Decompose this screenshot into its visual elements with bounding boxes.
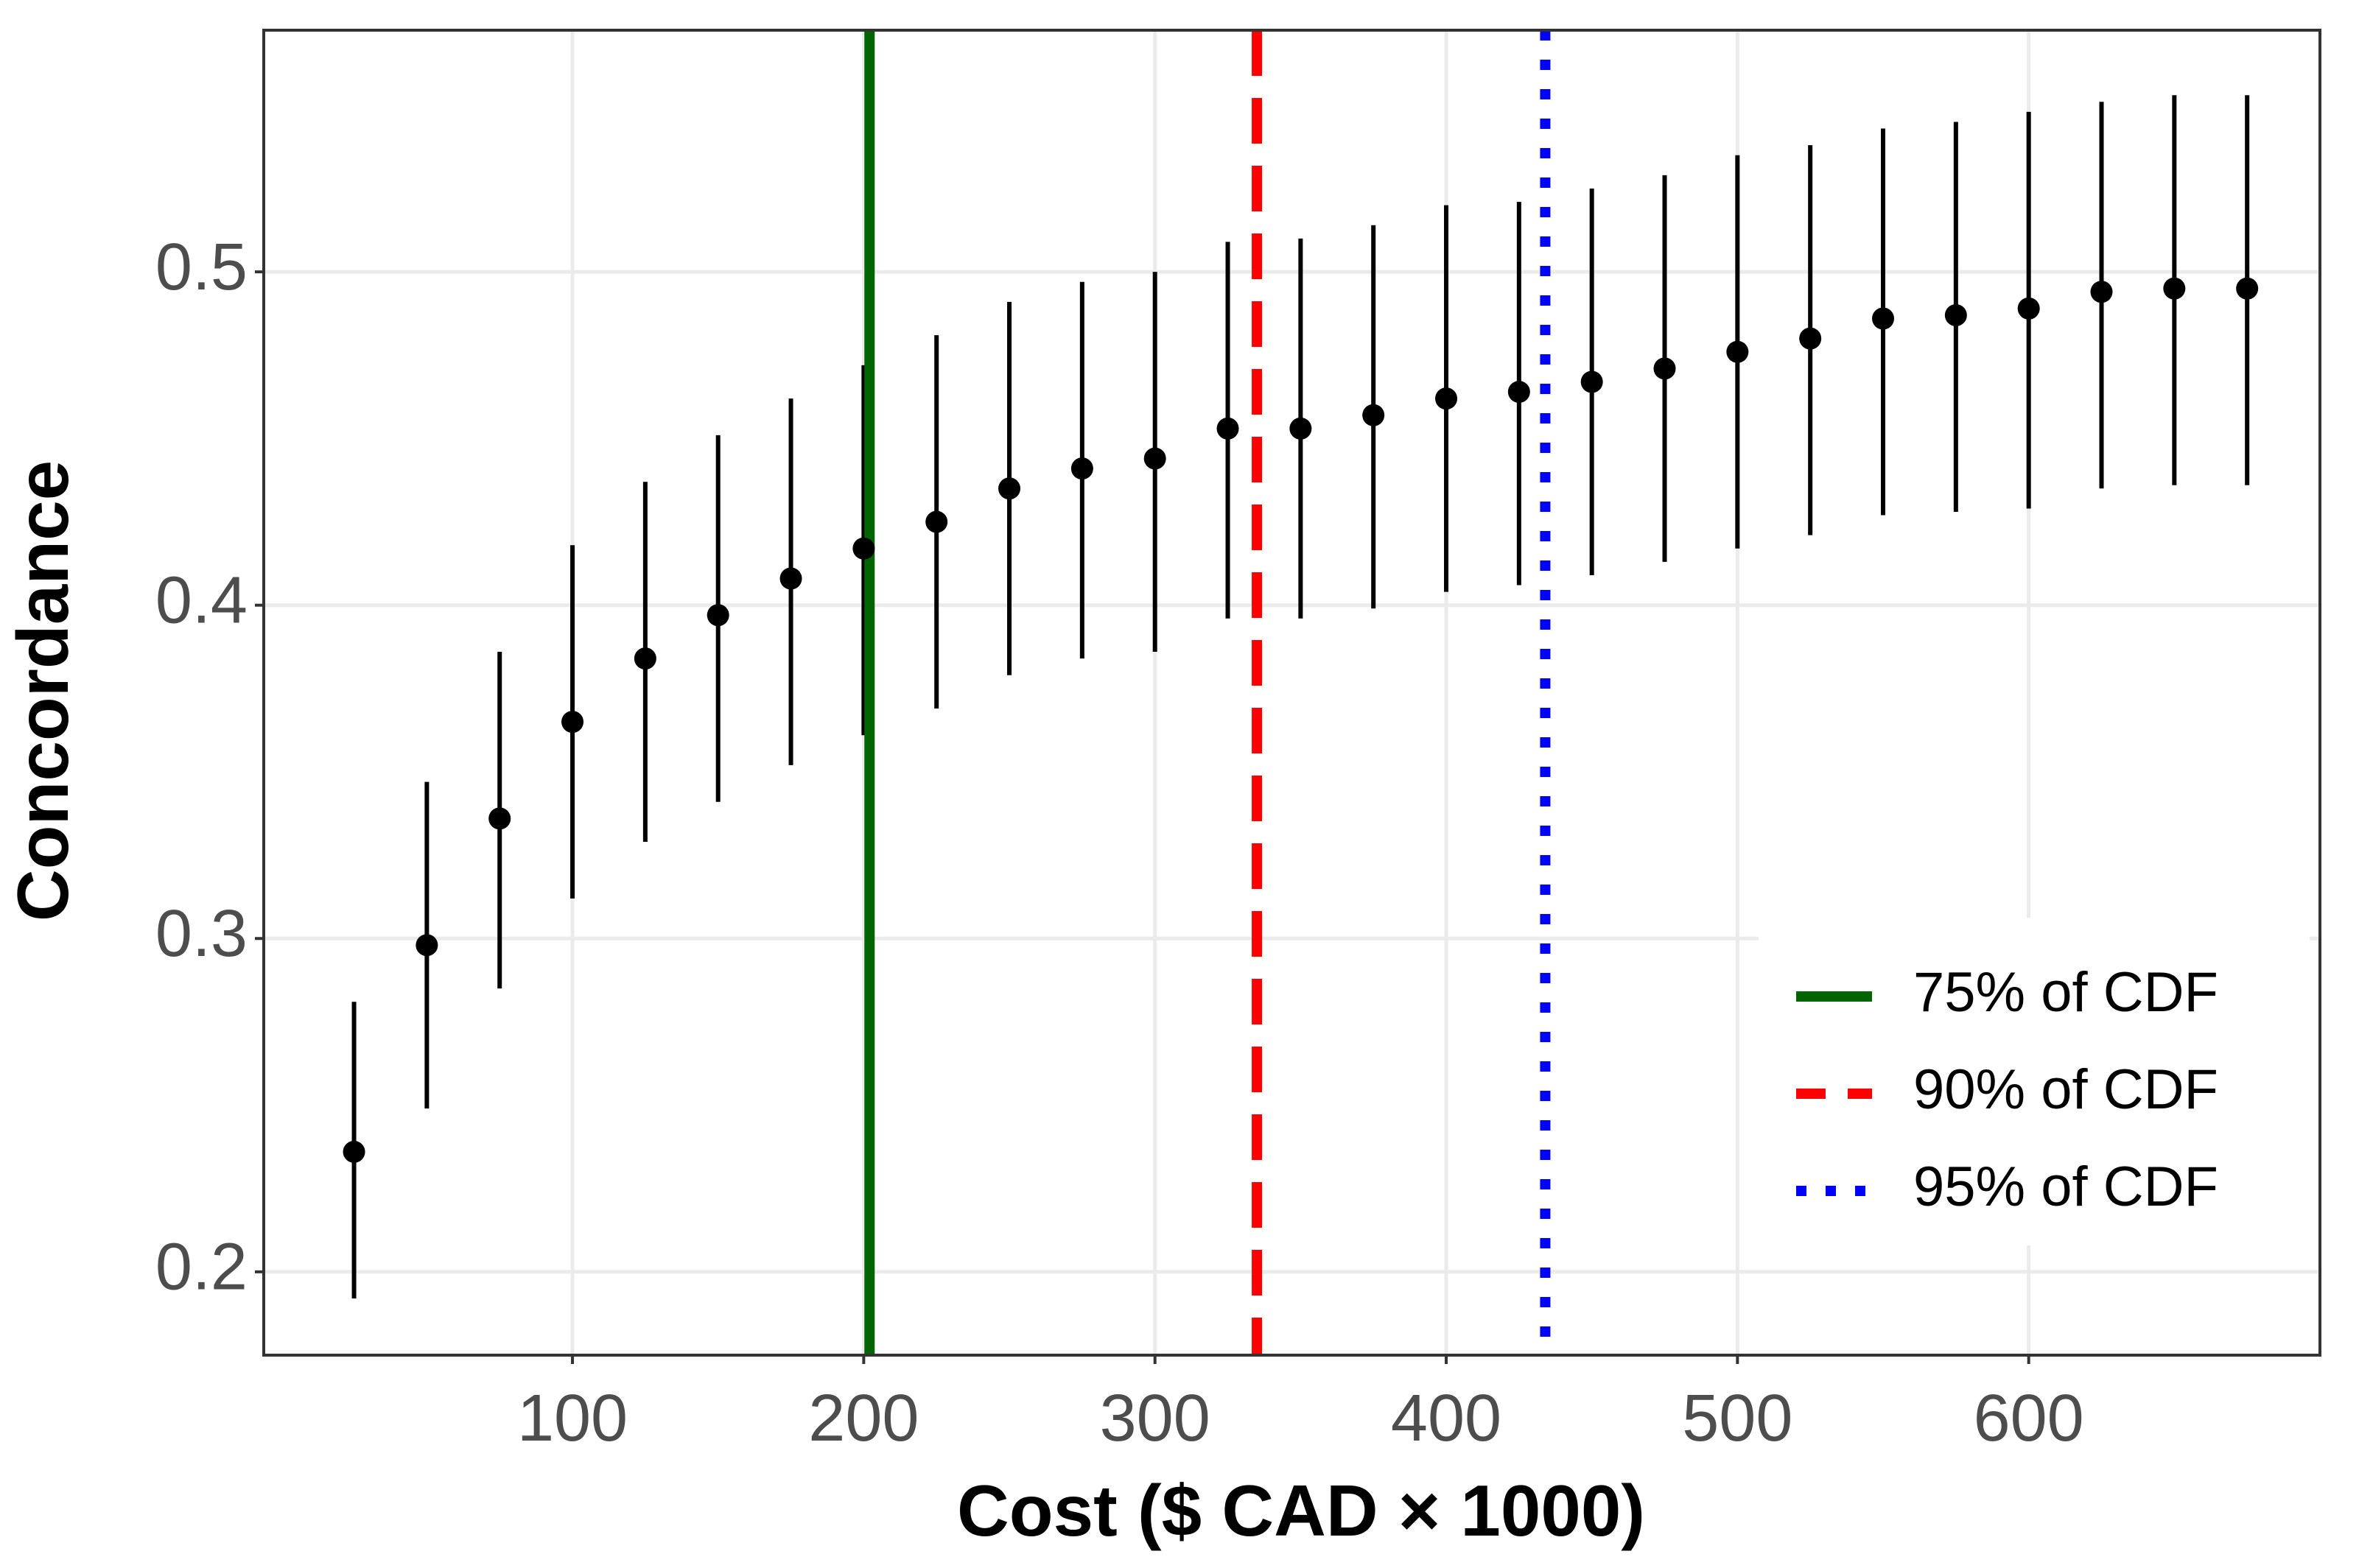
point bbox=[1507, 381, 1530, 404]
legend-label: 75% of CDF bbox=[1913, 961, 2218, 1024]
plot-border bbox=[262, 29, 2321, 1357]
x-tick-label: 200 bbox=[808, 1382, 919, 1455]
point bbox=[707, 604, 729, 627]
x-tick-label: 600 bbox=[1974, 1382, 2084, 1455]
x-tick-label: 500 bbox=[1682, 1382, 1792, 1455]
point bbox=[2090, 281, 2113, 303]
point bbox=[2236, 277, 2259, 300]
x-tick-label: 300 bbox=[1100, 1382, 1210, 1455]
point bbox=[2163, 277, 2186, 300]
point bbox=[1653, 357, 1676, 380]
point bbox=[1726, 340, 1749, 363]
point bbox=[634, 647, 656, 670]
x-tick-label: 400 bbox=[1391, 1382, 1501, 1455]
y-tick-label: 0.3 bbox=[155, 897, 248, 971]
point bbox=[852, 537, 875, 560]
point bbox=[1799, 327, 1822, 350]
y-tick-label: 0.4 bbox=[155, 563, 248, 637]
legend-box bbox=[1759, 918, 2310, 1245]
x-tick-label: 100 bbox=[517, 1382, 628, 1455]
point bbox=[1216, 417, 1239, 440]
point bbox=[1143, 447, 1166, 470]
point bbox=[488, 807, 511, 830]
point bbox=[1289, 417, 1312, 440]
y-tick-label: 0.5 bbox=[155, 231, 248, 304]
point bbox=[1872, 307, 1895, 330]
y-tick-label: 0.2 bbox=[155, 1231, 248, 1304]
point bbox=[416, 934, 438, 957]
point bbox=[1362, 404, 1385, 426]
legend-label: 95% of CDF bbox=[1913, 1156, 2218, 1218]
point bbox=[1435, 387, 1458, 410]
point bbox=[2017, 297, 2040, 320]
point bbox=[1070, 457, 1093, 480]
y-axis-title: Concordance bbox=[2, 460, 83, 921]
point bbox=[1580, 370, 1603, 393]
legend-label: 90% of CDF bbox=[1913, 1058, 2218, 1121]
x-axis-title: Cost ($ CAD × 1000) bbox=[957, 1470, 1645, 1551]
point bbox=[998, 477, 1021, 500]
point bbox=[343, 1140, 365, 1163]
point bbox=[925, 510, 948, 533]
point bbox=[779, 567, 802, 590]
point bbox=[1944, 303, 1967, 326]
point bbox=[561, 711, 584, 734]
